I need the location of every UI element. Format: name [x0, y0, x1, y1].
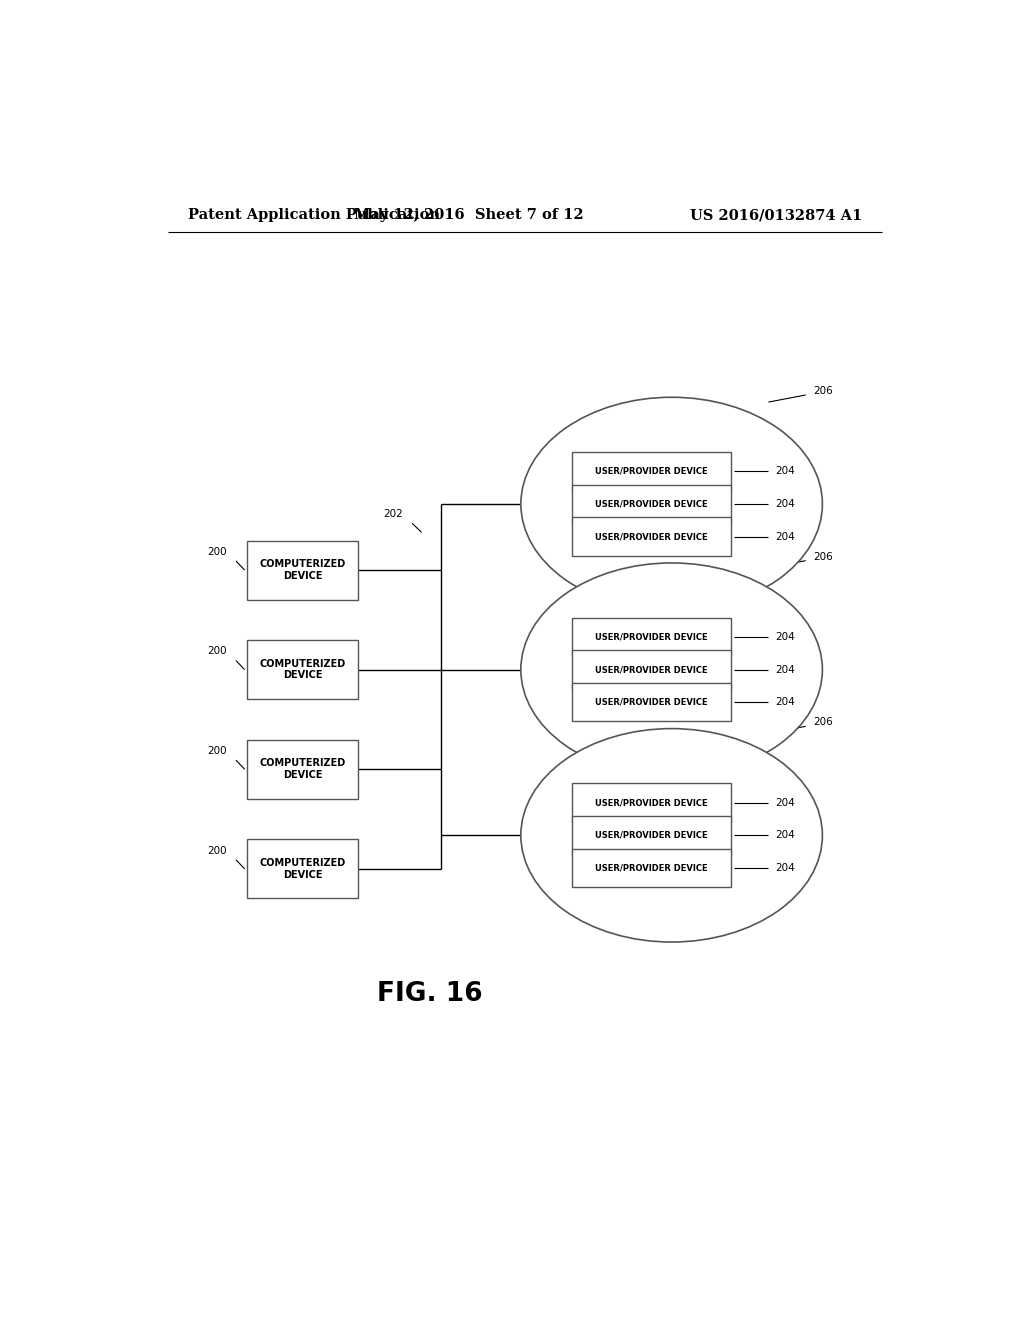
- FancyBboxPatch shape: [572, 618, 731, 656]
- Text: 206: 206: [814, 385, 834, 396]
- Text: USER/PROVIDER DEVICE: USER/PROVIDER DEVICE: [596, 665, 708, 675]
- Text: 204: 204: [775, 665, 795, 675]
- Text: 204: 204: [775, 499, 795, 510]
- Text: FIG. 16: FIG. 16: [377, 981, 482, 1007]
- FancyBboxPatch shape: [572, 784, 731, 822]
- Text: 200: 200: [208, 647, 227, 656]
- Text: USER/PROVIDER DEVICE: USER/PROVIDER DEVICE: [596, 830, 708, 840]
- Text: USER/PROVIDER DEVICE: USER/PROVIDER DEVICE: [596, 799, 708, 808]
- Text: USER/PROVIDER DEVICE: USER/PROVIDER DEVICE: [596, 863, 708, 873]
- FancyBboxPatch shape: [572, 849, 731, 887]
- FancyBboxPatch shape: [572, 484, 731, 523]
- Text: 204: 204: [775, 466, 795, 477]
- Text: COMPUTERIZED
DEVICE: COMPUTERIZED DEVICE: [259, 858, 346, 879]
- Ellipse shape: [521, 562, 822, 776]
- FancyBboxPatch shape: [572, 453, 731, 491]
- Text: COMPUTERIZED
DEVICE: COMPUTERIZED DEVICE: [259, 659, 346, 680]
- FancyBboxPatch shape: [572, 517, 731, 556]
- Text: 204: 204: [775, 797, 795, 808]
- FancyBboxPatch shape: [572, 816, 731, 854]
- Text: 204: 204: [775, 863, 795, 873]
- Text: 200: 200: [208, 546, 227, 557]
- Text: COMPUTERIZED
DEVICE: COMPUTERIZED DEVICE: [259, 759, 346, 780]
- Text: 200: 200: [208, 846, 227, 855]
- FancyBboxPatch shape: [572, 682, 731, 722]
- FancyBboxPatch shape: [572, 651, 731, 689]
- Text: 202: 202: [384, 510, 403, 519]
- Text: 206: 206: [814, 552, 834, 561]
- FancyBboxPatch shape: [247, 840, 358, 899]
- Text: Patent Application Publication: Patent Application Publication: [187, 209, 439, 222]
- Ellipse shape: [521, 729, 822, 942]
- Text: US 2016/0132874 A1: US 2016/0132874 A1: [690, 209, 862, 222]
- Text: USER/PROVIDER DEVICE: USER/PROVIDER DEVICE: [596, 532, 708, 541]
- Text: USER/PROVIDER DEVICE: USER/PROVIDER DEVICE: [596, 499, 708, 508]
- Text: USER/PROVIDER DEVICE: USER/PROVIDER DEVICE: [596, 698, 708, 706]
- Text: USER/PROVIDER DEVICE: USER/PROVIDER DEVICE: [596, 467, 708, 477]
- Ellipse shape: [521, 397, 822, 611]
- Text: May 12, 2016  Sheet 7 of 12: May 12, 2016 Sheet 7 of 12: [354, 209, 584, 222]
- Text: COMPUTERIZED
DEVICE: COMPUTERIZED DEVICE: [259, 560, 346, 581]
- Text: 204: 204: [775, 632, 795, 642]
- Text: 200: 200: [208, 746, 227, 756]
- FancyBboxPatch shape: [247, 640, 358, 700]
- Text: 204: 204: [775, 830, 795, 841]
- FancyBboxPatch shape: [247, 739, 358, 799]
- Text: 206: 206: [814, 717, 834, 727]
- Text: 204: 204: [775, 532, 795, 541]
- FancyBboxPatch shape: [247, 541, 358, 599]
- Text: 204: 204: [775, 697, 795, 708]
- Text: USER/PROVIDER DEVICE: USER/PROVIDER DEVICE: [596, 632, 708, 642]
